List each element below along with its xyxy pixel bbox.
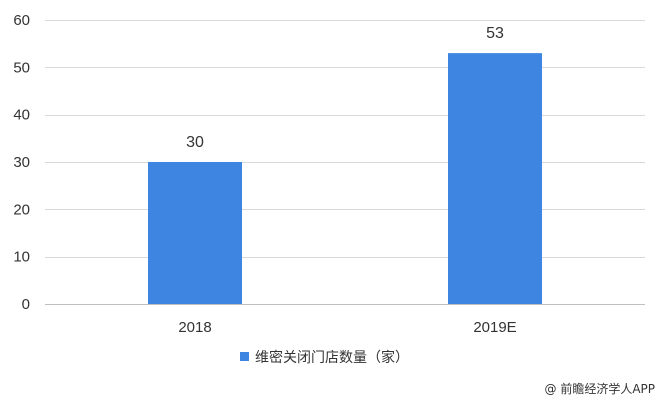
bars <box>148 53 542 305</box>
x-tick-label: 2019E <box>473 319 516 336</box>
data-label: 53 <box>486 25 504 42</box>
data-label: 30 <box>186 134 204 151</box>
y-tick-label: 60 <box>13 12 30 29</box>
legend: 维密关闭门店数量（家） <box>240 349 409 366</box>
y-tick-label: 30 <box>13 154 30 171</box>
y-tick-label: 20 <box>13 201 30 218</box>
legend-label: 维密关闭门店数量（家） <box>255 349 409 366</box>
bar <box>148 162 242 304</box>
y-tick-label: 0 <box>22 296 30 313</box>
gridlines <box>45 20 645 305</box>
source-note: @ 前瞻经济学人APP <box>545 381 656 396</box>
y-axis-tick-labels: 0 10 20 30 40 50 60 <box>13 12 30 313</box>
bar <box>448 53 542 305</box>
x-axis-tick-labels: 2018 2019E <box>178 319 516 336</box>
x-tick-label: 2018 <box>178 319 211 336</box>
legend-swatch <box>240 352 249 361</box>
y-tick-label: 50 <box>13 59 30 76</box>
y-tick-label: 10 <box>13 249 30 266</box>
y-tick-label: 40 <box>13 107 30 124</box>
data-labels: 30 53 <box>186 25 504 151</box>
